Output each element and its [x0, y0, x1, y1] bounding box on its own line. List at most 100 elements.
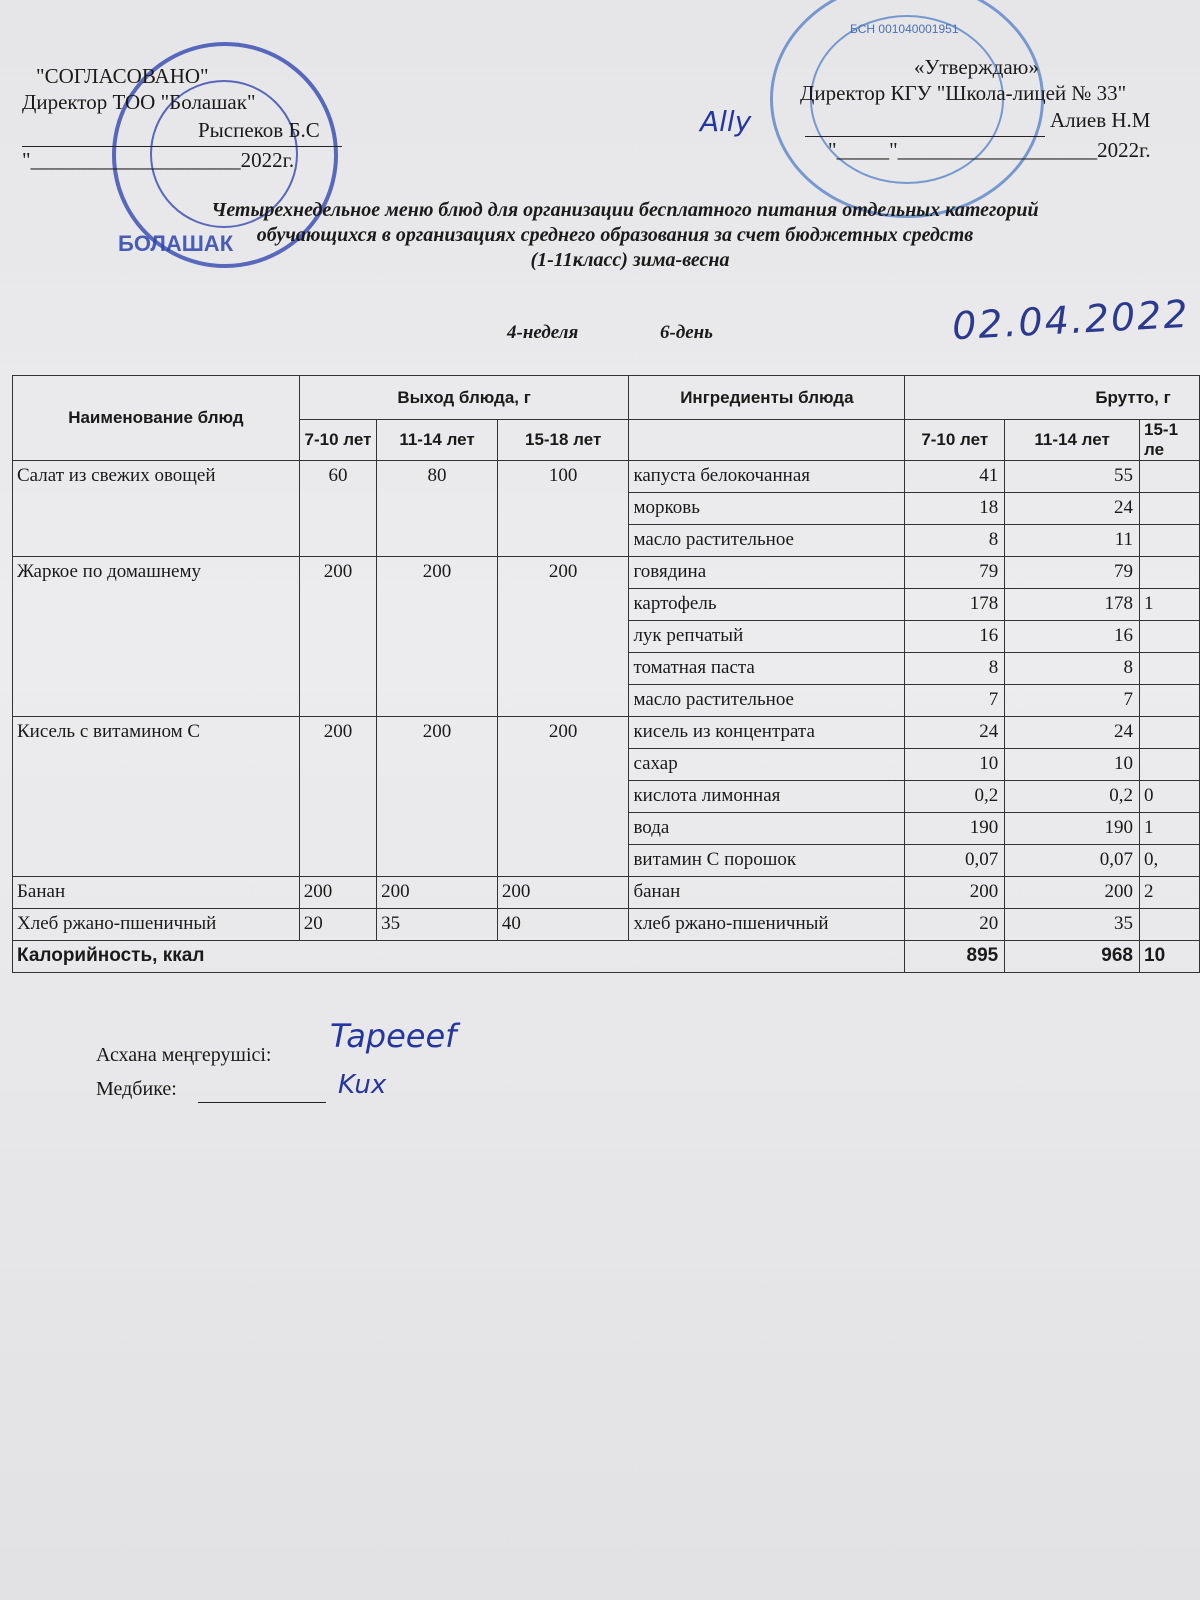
brutto-value: 35 [1004, 908, 1140, 941]
brutto-value: 178 [904, 588, 1006, 621]
approval-left-name: Рыспеков Б.С [198, 118, 320, 142]
header-ingredients-blank [628, 419, 906, 461]
nurse-label: Медбике: [96, 1078, 177, 1100]
brutto-value [1139, 460, 1200, 493]
menu-table: Наименование блюд Выход блюда, г Ингреди… [11, 375, 1200, 973]
brutto-value: 8 [904, 652, 1006, 685]
table-row: лук репчатый 16 16 [13, 620, 1200, 653]
dish-name: Хлеб ржано-пшеничный [12, 908, 300, 941]
title-line-3: (1-11класс) зима-весна [530, 249, 730, 271]
dish-yield: 200 [376, 876, 498, 909]
dish-yield: 80 [376, 460, 498, 557]
dish-yield: 200 [298, 716, 378, 877]
brutto-value [1139, 492, 1200, 525]
handwritten-date: 02.04.2022 [951, 291, 1191, 349]
brutto-value: 0,07 [1004, 844, 1140, 877]
dish-yield: 200 [496, 876, 630, 909]
header-yield: Выход блюда, г [298, 375, 630, 420]
header-brutto-age: 15-1 ле [1139, 419, 1200, 461]
brutto-value [1139, 556, 1200, 589]
approval-right-label: «Утверждаю» [914, 55, 1039, 79]
approval-right-signature-line [805, 136, 1045, 137]
dish-yield: 20 [298, 908, 378, 941]
brutto-value: 79 [1004, 556, 1140, 589]
brutto-value: 24 [1004, 716, 1140, 749]
brutto-value: 190 [1004, 812, 1140, 845]
header-brutto-age: 11-14 лет [1004, 419, 1140, 461]
table-row: вода 190 190 1 [13, 812, 1200, 845]
stamp-school-text: БСН 001040001951 [850, 22, 959, 36]
approval-left-date: "____________________2022г. [22, 148, 295, 172]
table-row: Хлеб ржано-пшеничный 20 35 40 хлеб ржано-пше… [12, 908, 1200, 941]
dish-yield: 200 [298, 556, 378, 717]
stamp-school [770, 0, 1044, 218]
table-row: картофель 178 178 1 [13, 588, 1200, 621]
stamp-bolashak-inner [150, 80, 298, 228]
dish-yield: 35 [376, 908, 498, 941]
brutto-value: 0 [1139, 780, 1200, 813]
ingredient-name: масло растительное [628, 524, 906, 557]
title-line-1: Четырехнедельное меню блюд для организац… [211, 199, 1039, 221]
ingredient-name: картофель [628, 588, 906, 621]
day-label: 6-день [660, 322, 713, 343]
approval-right-position: Директор КГУ "Школа-лицей № 33" [800, 81, 1127, 105]
brutto-value: 8 [904, 524, 1006, 557]
approval-left-position: Директор ТОО "Болашак" [22, 90, 256, 114]
brutto-value [1139, 748, 1200, 781]
ingredient-name: морковь [628, 492, 906, 525]
table-row: Салат из свежих овощей 60 80 100 капуста бел… [12, 460, 1200, 557]
brutto-value: 10 [1004, 748, 1140, 781]
brutto-value: 8 [1004, 652, 1140, 685]
header-brutto-age: 7-10 лет [904, 419, 1006, 461]
brutto-value: 18 [904, 492, 1006, 525]
brutto-value: 190 [904, 812, 1006, 845]
ingredient-name: витамин С порошок [628, 844, 906, 877]
dish-yield: 200 [376, 556, 498, 717]
ingredient-name: томатная паста [628, 652, 906, 685]
brutto-value: 0,07 [904, 844, 1006, 877]
brutto-value: 0,2 [1004, 780, 1140, 813]
brutto-value: 0, [1139, 844, 1200, 877]
title-line-2: обучающихся в организациях среднего обра… [256, 224, 974, 246]
nurse-signature: Kux [338, 1070, 387, 1100]
ingredient-name: хлеб ржано-пшеничный [628, 908, 906, 941]
brutto-value: 41 [904, 460, 1006, 493]
table-row: Жаркое по домашнему 200 200 200 говядина 79 79 [12, 556, 1200, 717]
dish-yield: 100 [496, 460, 630, 557]
cook-label: Асхана меңгерушісі: [96, 1044, 272, 1066]
header-yield-age: 11-14 лет [376, 419, 498, 461]
dish-yield: 200 [298, 876, 378, 909]
brutto-value: 200 [1004, 876, 1140, 909]
brutto-value: 24 [904, 716, 1006, 749]
table-row: томатная паста 8 8 [13, 652, 1200, 685]
table-row: масло растительное 8 11 [13, 524, 1200, 557]
table-row: сахар 10 10 [13, 748, 1200, 781]
brutto-value: 11 [1004, 524, 1140, 557]
brutto-value: 10 [904, 748, 1006, 781]
approval-right-date: "_____"___________________2022г. [828, 138, 1151, 162]
brutto-value [1139, 908, 1200, 941]
dish-name: Кисель с витамином С [12, 716, 300, 877]
ingredient-name: банан [628, 876, 906, 909]
dish-yield: 200 [376, 716, 498, 877]
brutto-value: 0,2 [904, 780, 1006, 813]
table-row: масло растительное 7 7 [13, 684, 1200, 717]
brutto-value: 20 [904, 908, 1006, 941]
header-ingredients: Ингредиенты блюда [628, 375, 906, 420]
header-dish: Наименование блюд [12, 375, 300, 461]
brutto-value [1139, 716, 1200, 749]
nurse-signature-line [198, 1102, 326, 1103]
brutto-value: 178 [1004, 588, 1140, 621]
ingredient-name: вода [628, 812, 906, 845]
dish-name: Жаркое по домашнему [12, 556, 300, 717]
brutto-value [1139, 620, 1200, 653]
brutto-value [1139, 684, 1200, 717]
brutto-value: 79 [904, 556, 1006, 589]
brutto-value: 55 [1004, 460, 1140, 493]
ingredient-name: лук репчатый [628, 620, 906, 653]
brutto-value: 24 [1004, 492, 1140, 525]
brutto-value: 7 [1004, 684, 1140, 717]
ingredient-name: сахар [628, 748, 906, 781]
total-row: Калорийность, ккал 895 968 10 [11, 940, 1200, 973]
ingredient-name: говядина [628, 556, 906, 589]
